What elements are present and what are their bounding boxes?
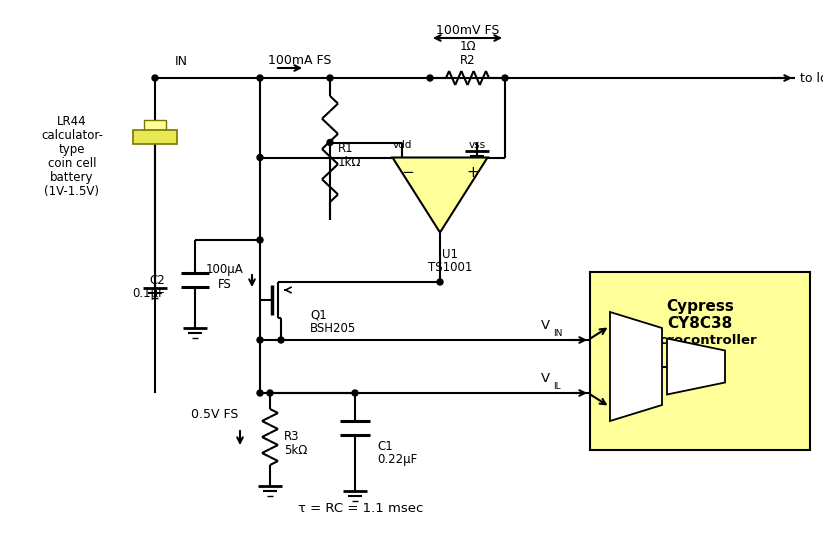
Text: 100mA FS: 100mA FS <box>268 54 332 66</box>
Circle shape <box>267 390 273 396</box>
Polygon shape <box>393 158 487 232</box>
Circle shape <box>327 75 333 81</box>
Text: R2: R2 <box>460 54 476 66</box>
Text: 0.5V FS: 0.5V FS <box>191 409 239 421</box>
Circle shape <box>278 337 284 343</box>
Text: C1: C1 <box>377 441 393 453</box>
Text: 1Ω: 1Ω <box>459 40 476 54</box>
Text: calculator-: calculator- <box>41 129 103 142</box>
Polygon shape <box>610 312 662 421</box>
Text: 100mV FS: 100mV FS <box>436 24 500 38</box>
Circle shape <box>257 75 263 81</box>
Text: battery: battery <box>50 171 94 184</box>
Circle shape <box>257 237 263 243</box>
Text: R1: R1 <box>338 143 354 155</box>
Text: (1V-1.5V): (1V-1.5V) <box>44 185 100 198</box>
Text: Q1: Q1 <box>310 309 327 321</box>
Circle shape <box>257 154 263 160</box>
Bar <box>133 130 177 144</box>
Circle shape <box>352 390 358 396</box>
Text: U1: U1 <box>442 248 458 261</box>
Text: 0.1μF: 0.1μF <box>133 286 165 300</box>
Text: +: + <box>466 165 479 180</box>
Text: V: V <box>541 372 550 385</box>
Text: to load: to load <box>800 71 823 85</box>
Text: 100μA: 100μA <box>206 263 244 276</box>
Text: IN: IN <box>175 55 188 68</box>
Text: CY8C38: CY8C38 <box>667 316 732 331</box>
Text: C2: C2 <box>149 274 165 286</box>
Polygon shape <box>667 338 725 394</box>
Circle shape <box>152 75 158 81</box>
Text: 0.22μF: 0.22μF <box>377 453 417 467</box>
Text: −: − <box>401 165 414 180</box>
Text: vss: vss <box>469 139 486 149</box>
Text: 1kΩ: 1kΩ <box>338 155 361 169</box>
Text: type: type <box>58 143 86 156</box>
Circle shape <box>327 139 333 145</box>
Circle shape <box>257 390 263 396</box>
Text: microcontroller: microcontroller <box>642 333 758 347</box>
Text: IN: IN <box>553 329 562 338</box>
Circle shape <box>502 75 508 81</box>
Text: IL: IL <box>553 382 560 391</box>
Text: vdd: vdd <box>393 139 412 149</box>
Text: LR44: LR44 <box>57 115 86 128</box>
Text: coin cell: coin cell <box>48 157 96 170</box>
Text: BSH205: BSH205 <box>310 321 356 335</box>
Circle shape <box>437 279 443 285</box>
Circle shape <box>427 75 433 81</box>
Text: ADC: ADC <box>682 360 714 373</box>
Text: V: V <box>541 319 550 332</box>
Text: τ = RC = 1.1 msec: τ = RC = 1.1 msec <box>298 502 424 514</box>
Text: 5kΩ: 5kΩ <box>284 444 307 456</box>
Circle shape <box>257 337 263 343</box>
Text: Cypress: Cypress <box>666 300 734 315</box>
Bar <box>144 120 166 130</box>
Bar <box>590 272 810 450</box>
Text: FS: FS <box>218 278 232 290</box>
Text: TS1001: TS1001 <box>428 261 472 274</box>
Text: R3: R3 <box>284 430 300 444</box>
